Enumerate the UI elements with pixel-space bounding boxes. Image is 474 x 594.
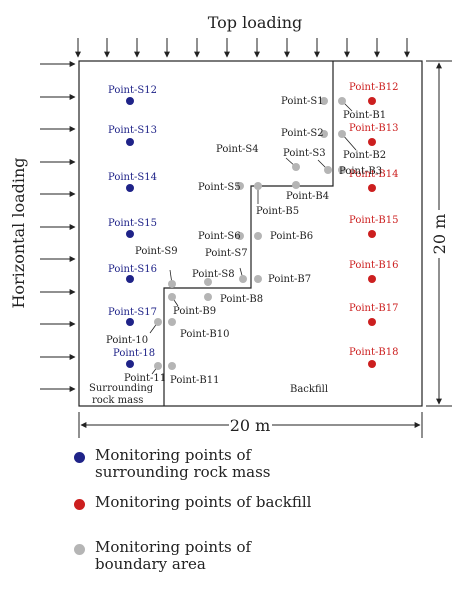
rock-mass-point: [126, 138, 134, 146]
excavation-boundary: [163, 61, 334, 406]
boundary-points: Point-S1 Point-B1 Point-S2 Point-B2 Point-S3…: [106, 96, 386, 386]
backfill-point-label: Point-B16: [349, 260, 398, 271]
legend-item-rock: Monitoring points of surrounding rock ma…: [74, 447, 325, 481]
legend-item-backfill: Monitoring points of backfill: [74, 494, 325, 511]
boundary-point: [292, 181, 300, 189]
backfill-point-label: Point-B14: [349, 169, 398, 180]
boundary-point: [236, 232, 244, 240]
rock-mass-point-label: Point-S12: [108, 85, 157, 96]
boundary-point: [254, 182, 262, 190]
boundary-point-label: Point-B1: [343, 110, 386, 121]
boundary-point-label: Point-B9: [173, 306, 216, 317]
boundary-point: [236, 182, 244, 190]
model-boundary: [78, 60, 423, 407]
backfill-point: [368, 230, 376, 238]
rock-mass-point-label: Point-S17: [108, 307, 157, 318]
backfill-region-label: Backfill: [290, 384, 328, 395]
boundary-point-label: Point-S3: [283, 148, 326, 159]
boundary-point-label: Point-S7: [205, 248, 248, 259]
boundary-point: [154, 362, 162, 370]
boundary-point: [338, 166, 346, 174]
legend-label-backfill: Monitoring points of backfill: [95, 493, 312, 511]
height-dimension-label: 20 m: [430, 214, 449, 255]
boundary-point: [154, 318, 162, 326]
boundary-point: [168, 318, 176, 326]
rock-mass-point-label: Point-18: [113, 348, 155, 359]
legend-dot-backfill: [74, 499, 85, 510]
boundary-point: [324, 166, 332, 174]
boundary-point: [320, 97, 328, 105]
backfill-point-label: Point-B12: [349, 82, 398, 93]
backfill-point: [368, 318, 376, 326]
legend-label-rock: Monitoring points of surrounding rock ma…: [95, 446, 271, 481]
boundary-point-label: Point-B10: [180, 329, 229, 340]
rock-mass-point: [126, 360, 134, 368]
rock-mass-region-label: Surrounding rock mass: [89, 383, 156, 406]
width-dimension: [78, 412, 423, 438]
horizontal-loading-arrows: [40, 61, 76, 392]
model-diagram: Top loading Horizontal loading Surroundi…: [9, 13, 452, 438]
boundary-point: [338, 97, 346, 105]
top-loading-title: Top loading: [208, 13, 303, 32]
boundary-point: [168, 280, 176, 288]
width-dimension-label: 20 m: [230, 416, 271, 435]
rock-mass-points: Point-S12 Point-S13 Point-S14 Point-S15 Poin…: [108, 85, 157, 368]
rock-mass-point: [126, 184, 134, 192]
boundary-point: [254, 232, 262, 240]
backfill-point: [368, 184, 376, 192]
rock-mass-point: [126, 275, 134, 283]
legend-label-boundary: Monitoring points of boundary area: [95, 538, 252, 573]
boundary-point-label: Point-11: [124, 373, 166, 384]
rock-mass-point: [126, 230, 134, 238]
backfill-point-label: Point-B15: [349, 215, 398, 226]
rock-mass-point: [126, 97, 134, 105]
boundary-point: [320, 130, 328, 138]
boundary-point-label: Point-S9: [135, 246, 178, 257]
boundary-point-label: Point-10: [106, 335, 148, 346]
backfill-point: [368, 275, 376, 283]
boundary-point-label: Point-B5: [256, 206, 299, 217]
boundary-point-label: Point-S8: [192, 269, 235, 280]
boundary-point-label: Point-S2: [281, 128, 324, 139]
backfill-point-label: Point-B13: [349, 123, 398, 134]
legend-dot-boundary: [74, 544, 85, 555]
boundary-point: [239, 275, 247, 283]
boundary-point: [204, 293, 212, 301]
boundary-point: [254, 275, 262, 283]
rock-mass-point-label: Point-S13: [108, 125, 157, 136]
boundary-point: [204, 278, 212, 286]
boundary-point-label: Point-S1: [281, 96, 324, 107]
boundary-point-label: Point-B4: [286, 191, 329, 202]
rock-mass-point-label: Point-S16: [108, 264, 157, 275]
boundary-point-label: Point-B11: [170, 375, 219, 386]
boundary-point-label: Point-S6: [198, 231, 241, 242]
top-loading-arrows: [75, 38, 410, 58]
rock-mass-point-label: Point-S14: [108, 172, 157, 183]
legend-item-boundary: Monitoring points of boundary area: [74, 539, 325, 573]
horizontal-loading-title: Horizontal loading: [9, 157, 28, 308]
boundary-point-label: Point-B6: [270, 231, 313, 242]
backfill-point-label: Point-B18: [349, 347, 398, 358]
backfill-point: [368, 97, 376, 105]
boundary-point-label: Point-B2: [343, 150, 386, 161]
rock-mass-point-label: Point-S15: [108, 218, 157, 229]
boundary-point-label: Point-B7: [268, 274, 311, 285]
boundary-point-label: Point-S4: [216, 144, 259, 155]
height-dimension: [426, 60, 452, 407]
rock-mass-point: [126, 318, 134, 326]
backfill-point: [368, 360, 376, 368]
boundary-point-label: Point-S5: [198, 182, 241, 193]
backfill-point-label: Point-B17: [349, 303, 398, 314]
boundary-point: [168, 293, 176, 301]
boundary-point-label: Point-B8: [220, 294, 263, 305]
boundary-point-label: Point-B3: [339, 166, 382, 177]
legend-dot-rock: [74, 452, 85, 463]
boundary-point: [292, 163, 300, 171]
backfill-point: [368, 138, 376, 146]
boundary-point: [168, 362, 176, 370]
boundary-point: [338, 130, 346, 138]
backfill-points: Point-B12 Point-B13 Point-B14 Point-B15 Poin…: [349, 82, 398, 368]
